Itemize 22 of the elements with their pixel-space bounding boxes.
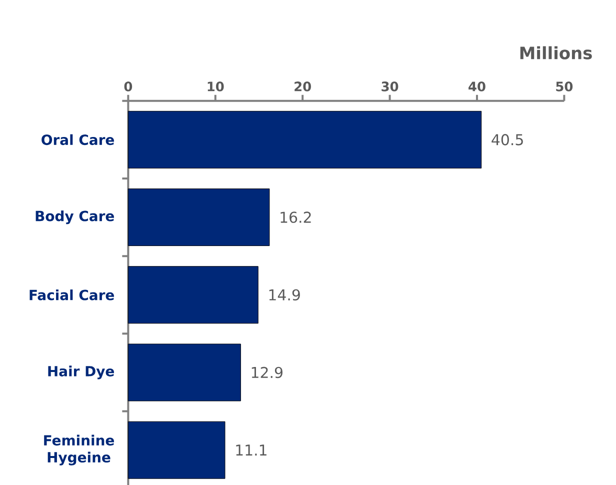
x-tick-label: 50 (556, 82, 573, 92)
y-tick-label: Body Care (36, 210, 114, 224)
bar (128, 110, 482, 168)
x-tick-label: 30 (382, 82, 398, 92)
data-label: 12.9 (252, 366, 282, 378)
x-axis-title: Millions (520, 46, 592, 60)
bar (128, 188, 270, 246)
data-label: 16.2 (280, 212, 311, 223)
data-label: 14.9 (269, 289, 300, 301)
x-tick-label: 10 (208, 82, 224, 92)
y-tick-label: Oral Care (42, 134, 114, 146)
data-label: 11.1 (236, 444, 266, 456)
bar (128, 344, 241, 402)
y-tick-label: Feminine Hygeine (44, 434, 114, 466)
y-tick-label: Facial Care (30, 289, 114, 300)
y-tick-label: Hair Dye (48, 366, 114, 380)
data-label: 40.5 (492, 134, 523, 146)
bar (128, 266, 258, 324)
x-tick-label: 20 (294, 82, 311, 92)
bar (128, 421, 226, 479)
x-tick-label: 40 (468, 82, 486, 92)
x-tick-label: 0 (124, 82, 132, 92)
